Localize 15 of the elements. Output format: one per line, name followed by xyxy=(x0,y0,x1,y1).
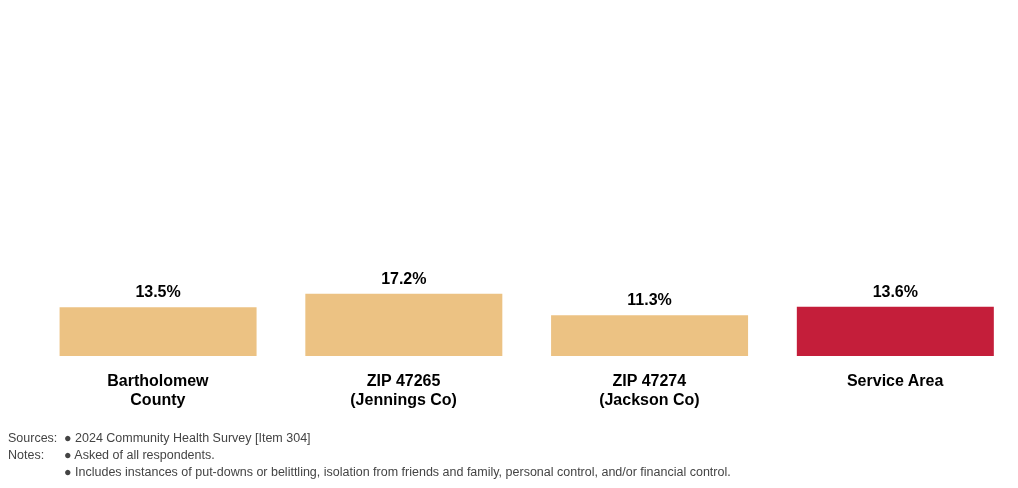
bar xyxy=(796,306,994,356)
bar xyxy=(305,293,503,356)
text: ● Includes instances of put-downs or belittling, isolation from friends and family, personal control, and/or financial control. xyxy=(64,464,731,481)
bar xyxy=(59,307,257,356)
data-label: 13.5% xyxy=(135,283,181,301)
x-tick-label: ZIP 47274 (Jackson Co) xyxy=(599,372,700,408)
data-label: 11.3% xyxy=(627,291,672,309)
data-label: 13.6% xyxy=(872,282,919,300)
data-label: 17.2% xyxy=(381,269,427,287)
bar xyxy=(551,315,749,356)
source-note: Sources: ● 2024 Community Health Survey [Item 304] xyxy=(8,430,311,447)
x-tick-label: Bartholomew County xyxy=(107,372,210,408)
text: Notes: ● Asked of all respondents. xyxy=(8,448,215,462)
x-tick-label: Service Area xyxy=(846,372,944,389)
x-tick-label: ZIP 47265 (Jennings Co) xyxy=(350,372,457,408)
